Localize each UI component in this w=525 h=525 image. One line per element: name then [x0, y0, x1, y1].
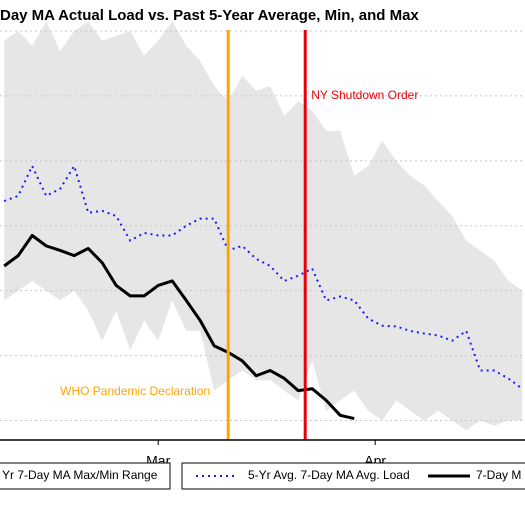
event-label: NY Shutdown Order — [311, 88, 418, 102]
legend-label: Yr 7-Day MA Max/Min Range — [2, 468, 158, 482]
series-line — [3, 233, 355, 421]
series-line — [3, 165, 523, 390]
range-band — [4, 21, 523, 431]
legend-box — [0, 462, 171, 490]
legend-label: 5-Yr Avg. 7-Day MA Avg. Load — [248, 468, 410, 482]
event-label: WHO Pandemic Declaration — [60, 384, 210, 398]
legend-label: 7-Day M — [476, 468, 521, 482]
chart-title: Day MA Actual Load vs. Past 5-Year Avera… — [0, 7, 419, 24]
